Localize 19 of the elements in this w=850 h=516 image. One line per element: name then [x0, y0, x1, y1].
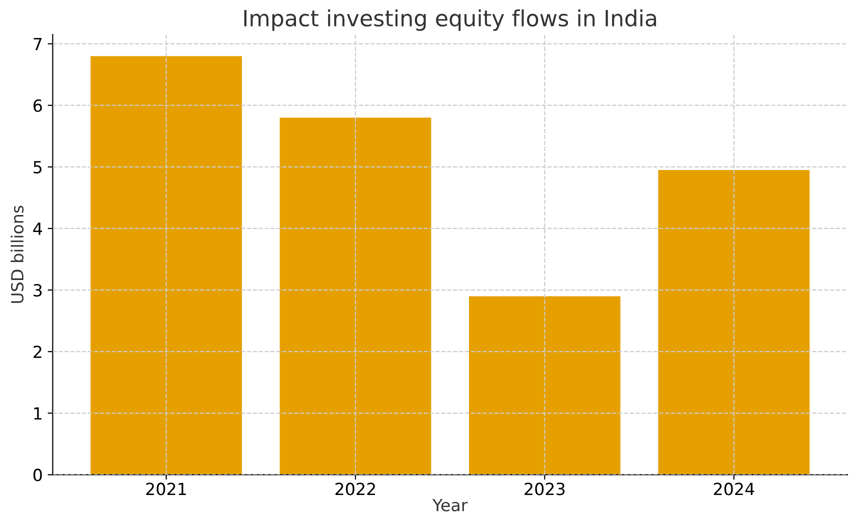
y-tick-label: 3: [34, 284, 42, 297]
y-tick-label: 4: [33, 222, 42, 235]
x-tick-label: 2022: [335, 482, 375, 496]
y-tick-label: 1: [34, 407, 42, 420]
y-axis-title: USD billions: [10, 206, 24, 303]
bar: [90, 56, 242, 475]
x-tick-label: 2021: [146, 482, 186, 496]
bar: [280, 118, 432, 475]
x-axis-title: Year: [432, 499, 468, 512]
x-tick-label: 2024: [714, 482, 754, 496]
y-tick-label: 0: [33, 468, 42, 482]
y-tick-label: 6: [34, 99, 42, 112]
y-tick-label: 2: [34, 346, 42, 358]
y-tick-label: 5: [34, 161, 42, 174]
x-tick-label: 2023: [524, 482, 565, 496]
bar: [469, 296, 620, 475]
bar: [658, 170, 810, 475]
chart-title: Impact investing equity flows in India: [244, 9, 656, 31]
y-tick-label: 7: [34, 38, 42, 50]
